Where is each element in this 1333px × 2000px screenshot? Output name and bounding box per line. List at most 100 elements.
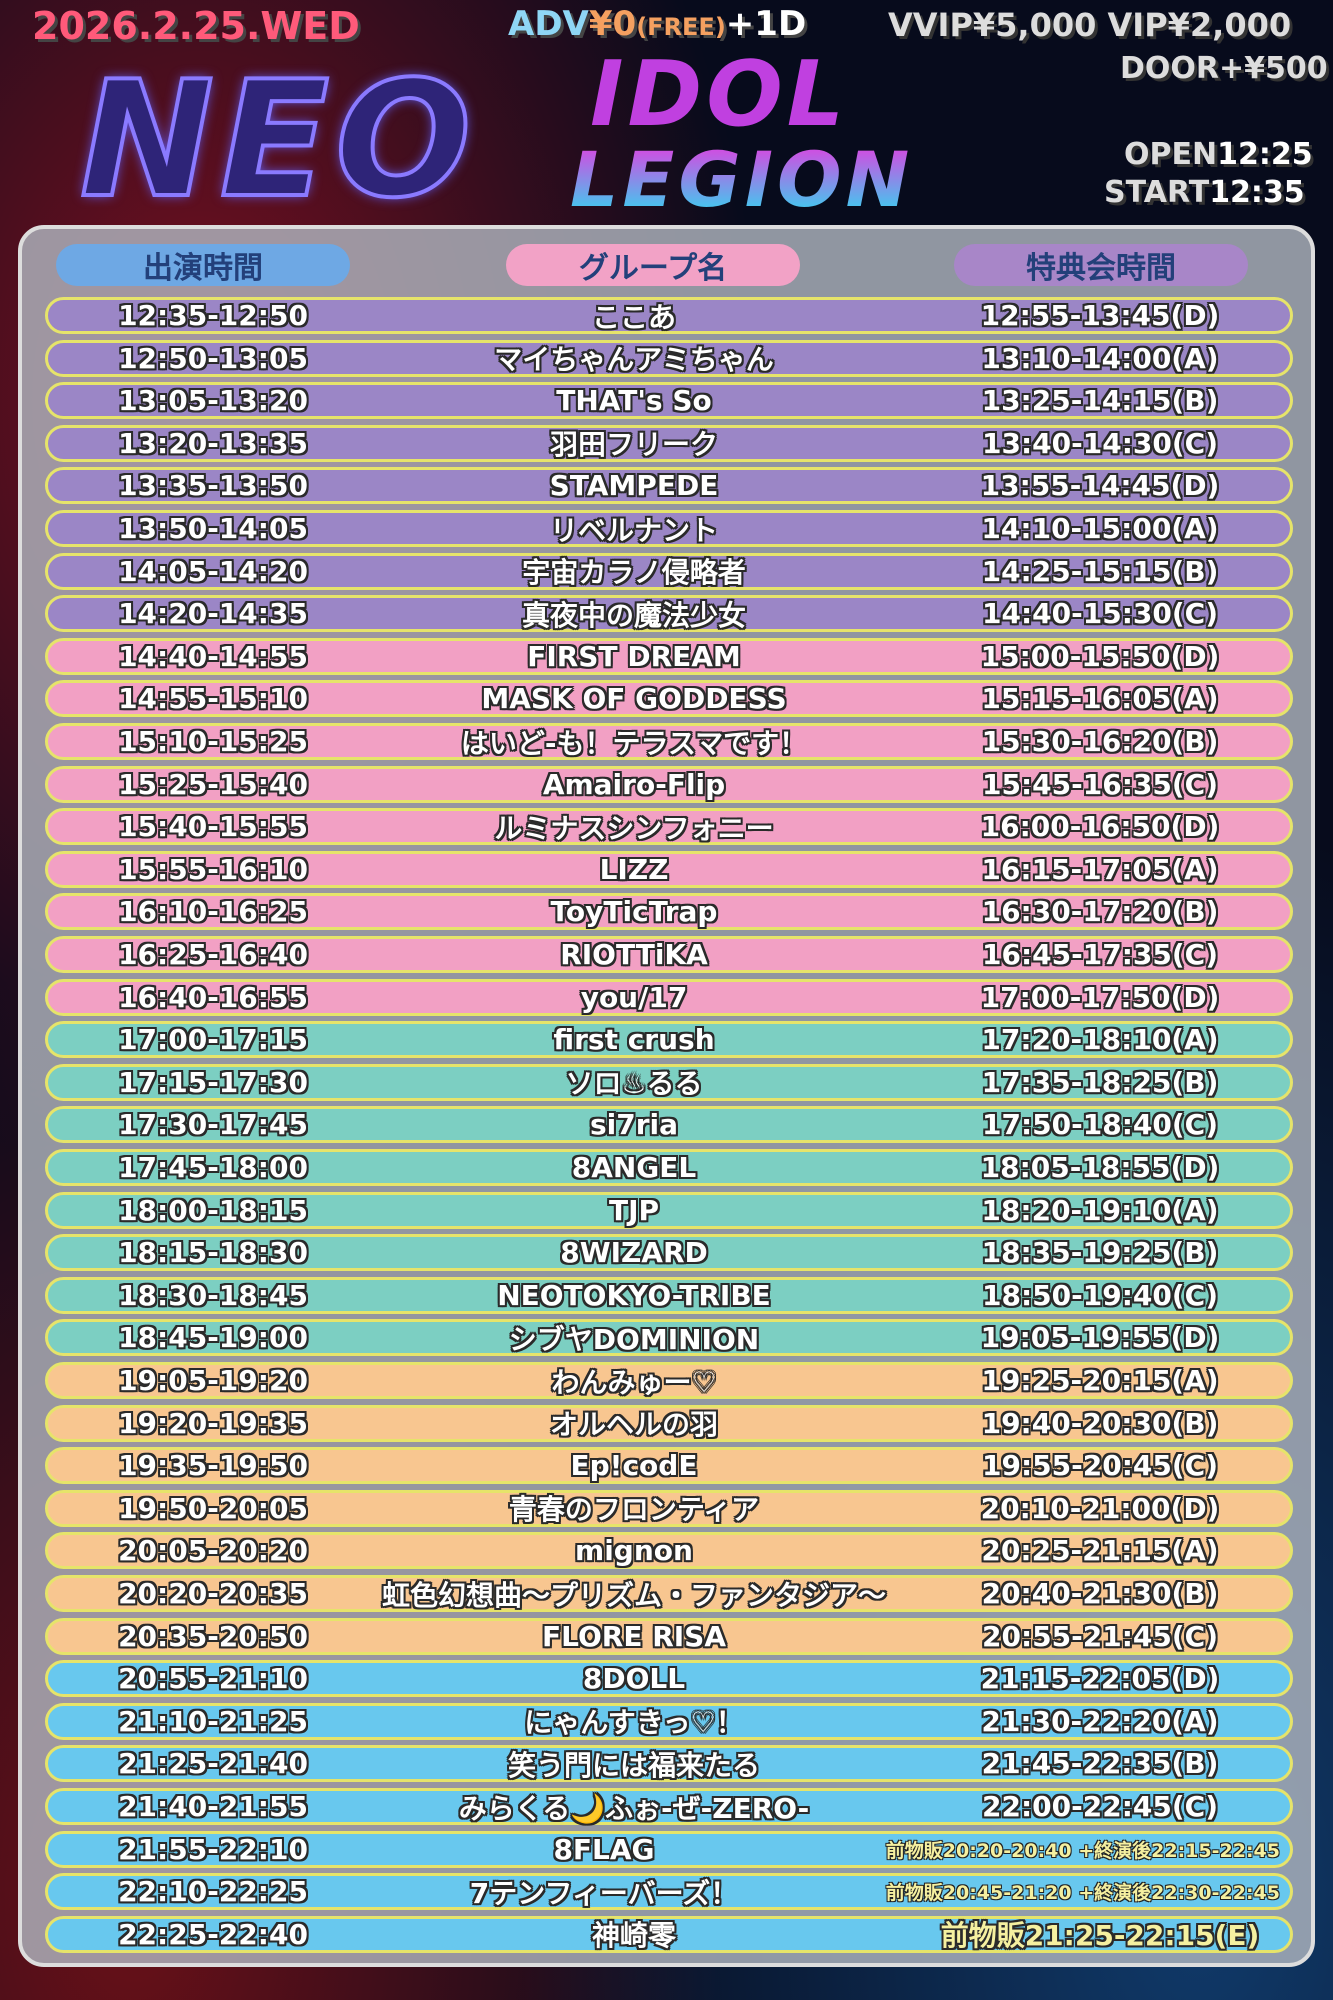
performance-time: 13:20-13:35	[118, 426, 308, 460]
benefit-time: 21:45-22:35(B)	[981, 1747, 1219, 1781]
performance-time: 18:00-18:15	[118, 1193, 308, 1227]
table-row: 21:55-22:10 8FLAG 前物販20:20-20:40 +終演後22:15…	[45, 1830, 1293, 1868]
table-row: 18:30-18:45 NEOTOKYO-TRIBE 18:50-19:40(C)	[45, 1276, 1293, 1314]
table-row: 21:25-21:40 笑う門には福来たる 21:45-22:35(B)	[45, 1745, 1293, 1783]
group-name: si7ria	[589, 1108, 679, 1142]
benefit-time: 16:00-16:50(D)	[980, 810, 1220, 844]
table-row: 15:25-15:40 Amairo-Flip 15:45-16:35(C)	[45, 765, 1293, 803]
benefit-time: 18:05-18:55(D)	[980, 1151, 1220, 1184]
performance-time: 13:05-13:20	[118, 384, 308, 418]
table-row: 21:40-21:55 みらくる🌙ふぉ-ぜ-ZERO- 22:00-22:45(C)	[45, 1788, 1293, 1825]
benefit-time: 13:10-14:00(A)	[981, 341, 1219, 375]
logo-neo: NEO	[78, 46, 478, 233]
table-row: 15:10-15:25 はいど-も！テラスマです！ 15:30-16:20(B)	[45, 723, 1293, 760]
group-name: オルヘルの羽	[549, 1408, 718, 1442]
benefit-time: 21:30-22:20(A)	[981, 1704, 1219, 1738]
header-performance-time: 出演時間	[56, 244, 350, 286]
group-name: 8FLAG	[553, 1832, 655, 1866]
group-name: ソロ♨るる	[565, 1067, 703, 1101]
performance-time: 22:10-22:25	[118, 1875, 308, 1909]
group-name: FLORE RISA	[541, 1619, 727, 1653]
performance-time: 18:45-19:00	[118, 1321, 308, 1355]
group-name: 宇宙カラノ侵略者	[522, 556, 746, 590]
table-row: 17:30-17:45 si7ria 17:50-18:40(C)	[45, 1106, 1293, 1144]
performance-time: 20:05-20:20	[118, 1534, 308, 1568]
benefit-time: 20:25-21:15(A)	[981, 1534, 1219, 1568]
group-name: Ep!codE	[570, 1449, 698, 1483]
performance-time: 18:30-18:45	[118, 1278, 308, 1312]
performance-time: 19:05-19:20	[118, 1364, 308, 1397]
performance-time: 17:45-18:00	[118, 1151, 308, 1184]
benefit-time: 22:00-22:45(C)	[981, 1790, 1219, 1823]
adv-label: ADV	[508, 4, 589, 44]
performance-time: 12:50-13:05	[118, 341, 308, 375]
table-row: 20:20-20:35 虹色幻想曲〜プリズム・ファンタジア〜 20:40-21:30…	[45, 1575, 1293, 1612]
group-name: ここあ	[591, 300, 676, 334]
group-name: 7テンフィーバーズ！	[469, 1876, 739, 1910]
adv-drink: +1D	[725, 4, 807, 44]
group-name: わんみゅー♡	[551, 1365, 717, 1399]
open-label: OPEN	[1124, 137, 1218, 172]
table-row: 13:50-14:05 リベルナント 14:10-15:00(A)	[45, 510, 1293, 547]
table-row: 16:10-16:25 ToyTicTrap 16:30-17:20(B)	[45, 893, 1293, 931]
group-name: RIOTTiKA	[560, 938, 708, 971]
table-row: 16:40-16:55 you/17 17:00-17:50(D)	[45, 978, 1293, 1016]
performance-time: 19:20-19:35	[118, 1406, 308, 1440]
table-row: 20:35-20:50 FLORE RISA 20:55-21:45(C)	[45, 1617, 1293, 1655]
group-name: にゃんすきっ♡！	[524, 1706, 744, 1740]
performance-time: 13:50-14:05	[118, 512, 308, 545]
table-row: 20:05-20:20 mignon 20:25-21:15(A)	[45, 1532, 1293, 1570]
benefit-time: 19:55-20:45(C)	[981, 1449, 1219, 1483]
adv-price: ADV¥0(FREE)+1D	[508, 4, 807, 44]
group-name: NEOTOKYO-TRIBE	[497, 1278, 771, 1312]
benefit-time: 13:40-14:30(C)	[981, 426, 1219, 460]
table-row: 17:15-17:30 ソロ♨るる 17:35-18:25(B)	[45, 1063, 1293, 1101]
table-row: 20:55-21:10 8DOLL 21:15-22:05(D)	[45, 1660, 1293, 1698]
table-row: 14:55-15:10 MASK OF GODDESS 15:15-16:05(A)	[45, 680, 1293, 718]
table-row: 12:50-13:05 マイちゃんアミちゃん 13:10-14:00(A)	[45, 339, 1293, 377]
group-name: you/17	[580, 980, 688, 1014]
group-name: THAT's So	[556, 384, 712, 418]
table-row: 13:35-13:50 STAMPEDE 13:55-14:45(D)	[45, 467, 1293, 505]
benefit-time: 18:20-19:10(A)	[981, 1193, 1219, 1227]
performance-time: 21:25-21:40	[118, 1747, 308, 1781]
group-name: TJP	[608, 1193, 660, 1227]
performance-time: 21:55-22:10	[118, 1832, 308, 1866]
performance-time: 22:25-22:40	[118, 1917, 308, 1951]
benefit-time: 15:30-16:20(B)	[981, 725, 1219, 758]
table-row: 14:40-14:55 FIRST DREAM 15:00-15:50(D)	[45, 637, 1293, 675]
table-row: 21:10-21:25 にゃんすきっ♡！ 21:30-22:20(A)	[45, 1702, 1293, 1740]
group-name: Amairo-Flip	[542, 767, 726, 801]
group-name: シブヤDOMINION	[508, 1322, 760, 1356]
group-name: 8DOLL	[582, 1662, 686, 1696]
performance-time: 14:20-14:35	[118, 597, 308, 631]
performance-time: 16:25-16:40	[118, 938, 308, 971]
performance-time: 21:40-21:55	[118, 1790, 308, 1823]
table-row: 17:45-18:00 8ANGEL 18:05-18:55(D)	[45, 1149, 1293, 1186]
start-value: 12:35	[1209, 175, 1305, 210]
performance-time: 17:30-17:45	[118, 1108, 308, 1142]
logo-idol: IDOL	[590, 42, 849, 147]
group-name: STAMPEDE	[549, 469, 719, 503]
benefit-time: 15:15-16:05(A)	[981, 682, 1219, 716]
performance-time: 12:35-12:50	[118, 299, 308, 332]
group-name: 笑う門には福来たる	[507, 1748, 760, 1782]
table-row: 19:35-19:50 Ep!codE 19:55-20:45(C)	[45, 1447, 1293, 1485]
event-date: 2026.2.25.WED	[32, 4, 360, 48]
group-name: 虹色幻想曲〜プリズム・ファンタジア〜	[381, 1578, 886, 1612]
benefit-time: 16:45-17:35(C)	[981, 938, 1219, 971]
benefit-time: 17:20-18:10(A)	[981, 1023, 1219, 1057]
benefit-time: 19:25-20:15(A)	[981, 1364, 1219, 1397]
benefit-time: 15:45-16:35(C)	[981, 767, 1219, 801]
table-row: 14:20-14:35 真夜中の魔法少女 14:40-15:30(C)	[45, 595, 1293, 633]
benefit-time: 18:50-19:40(C)	[981, 1278, 1219, 1312]
performance-time: 15:25-15:40	[118, 767, 308, 801]
performance-time: 19:35-19:50	[118, 1449, 308, 1483]
benefit-time: 13:25-14:15(B)	[981, 384, 1219, 418]
group-name: 8ANGEL	[571, 1151, 697, 1184]
header-group-name: グループ名	[506, 244, 800, 286]
performance-time: 20:55-21:10	[118, 1662, 308, 1696]
benefit-time: 13:55-14:45(D)	[980, 469, 1220, 503]
table-row: 16:25-16:40 RIOTTiKA 16:45-17:35(C)	[45, 936, 1293, 973]
benefit-time: 前物販20:45-21:20 +終演後22:30-22:45	[885, 1882, 1280, 1905]
